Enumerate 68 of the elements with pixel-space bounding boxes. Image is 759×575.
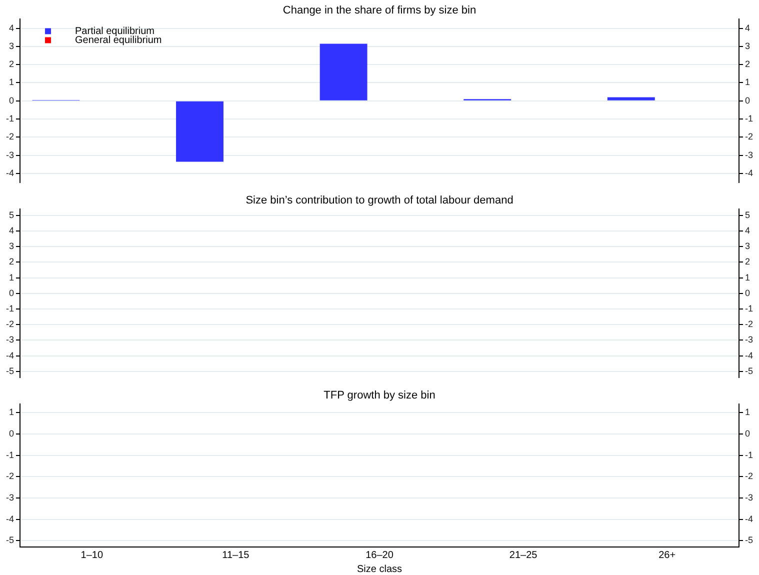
- y2-tick-label: -3: [745, 492, 754, 502]
- y2-tick-label: 0: [745, 428, 750, 439]
- y2-tick-label: 1: [745, 407, 750, 418]
- y2-tick-label: 1: [745, 272, 750, 282]
- y-tick-label: 0: [8, 288, 14, 298]
- x-tick-label: 21–25: [509, 550, 538, 561]
- legend-label: Partial equilibrium: [75, 26, 154, 37]
- y2-tick-label: 1: [745, 77, 750, 88]
- y-tick-label: 0: [8, 95, 14, 106]
- y2-tick-label: 3: [745, 40, 750, 51]
- chart-title: Change in the share of firms by size bin: [282, 4, 476, 17]
- y-tick-label: 5: [8, 210, 14, 220]
- y2-tick-label: 3: [745, 241, 750, 252]
- y2-tick-label: -2: [745, 319, 754, 330]
- y-tick-label: 4: [8, 22, 14, 33]
- y2-tick-label: -1: [745, 450, 754, 460]
- x-axis-title: Size class: [356, 564, 402, 575]
- y2-tick-label: -4: [745, 514, 754, 524]
- y-tick-label: 2: [8, 256, 14, 267]
- y-tick-label: -5: [6, 366, 14, 376]
- y2-tick-label: 0: [745, 288, 750, 298]
- y-tick-label: 1: [8, 77, 14, 88]
- x-tick-label: 16–20: [366, 550, 394, 561]
- y-tick-label: -2: [6, 471, 14, 482]
- y2-tick-label: -5: [745, 535, 754, 546]
- x-tick-label: 11–15: [222, 550, 250, 561]
- y-tick-label: -1: [6, 450, 14, 460]
- x-tick-label: 26+: [658, 550, 676, 561]
- y-tick-label: 3: [8, 40, 14, 51]
- x-tick-label: 1–10: [80, 550, 104, 561]
- y2-tick-label: -3: [745, 150, 754, 160]
- y2-tick-label: 4: [745, 22, 750, 33]
- y2-tick-label: -1: [745, 114, 754, 124]
- bar: [607, 97, 655, 100]
- y-tick-label: -3: [6, 492, 14, 502]
- y-tick-label: -1: [6, 303, 14, 314]
- chart-title: TFP growth by size bin: [324, 390, 436, 402]
- y-tick-label: -4: [6, 168, 14, 178]
- y2-tick-label: -2: [745, 471, 754, 482]
- y2-tick-label: -2: [745, 132, 754, 142]
- y-tick-label: -3: [6, 334, 14, 345]
- y-tick-label: 4: [8, 226, 14, 236]
- y-tick-label: 2: [8, 59, 14, 70]
- y2-tick-label: 0: [745, 95, 750, 106]
- y2-tick-label: -4: [745, 350, 754, 360]
- y2-tick-label: -5: [745, 366, 754, 376]
- y-tick-label: -5: [6, 535, 14, 546]
- y2-tick-label: -3: [745, 334, 754, 345]
- bar: [320, 44, 368, 100]
- y2-tick-label: 2: [745, 256, 750, 267]
- y2-tick-label: -1: [745, 303, 754, 314]
- chart-title: Size bin’s contribution to growth of total labour demand: [246, 194, 514, 207]
- y-tick-label: 1: [8, 407, 14, 418]
- y-tick-label: -1: [6, 114, 14, 124]
- legend-label: General equilibrium: [75, 34, 162, 46]
- y2-tick-label: 2: [745, 59, 750, 70]
- y2-tick-label: 5: [745, 210, 750, 220]
- y-tick-label: -4: [6, 350, 14, 360]
- y2-tick-label: 4: [745, 226, 750, 236]
- y2-tick-label: -4: [745, 168, 754, 178]
- y-tick-label: -2: [6, 319, 14, 330]
- y-tick-label: -3: [6, 150, 14, 160]
- y-tick-label: -2: [6, 132, 14, 142]
- y-tick-label: 0: [8, 428, 14, 439]
- y-tick-label: -4: [6, 514, 14, 524]
- y-tick-label: 1: [8, 272, 14, 282]
- y-tick-label: 3: [8, 241, 14, 252]
- bar: [176, 101, 224, 162]
